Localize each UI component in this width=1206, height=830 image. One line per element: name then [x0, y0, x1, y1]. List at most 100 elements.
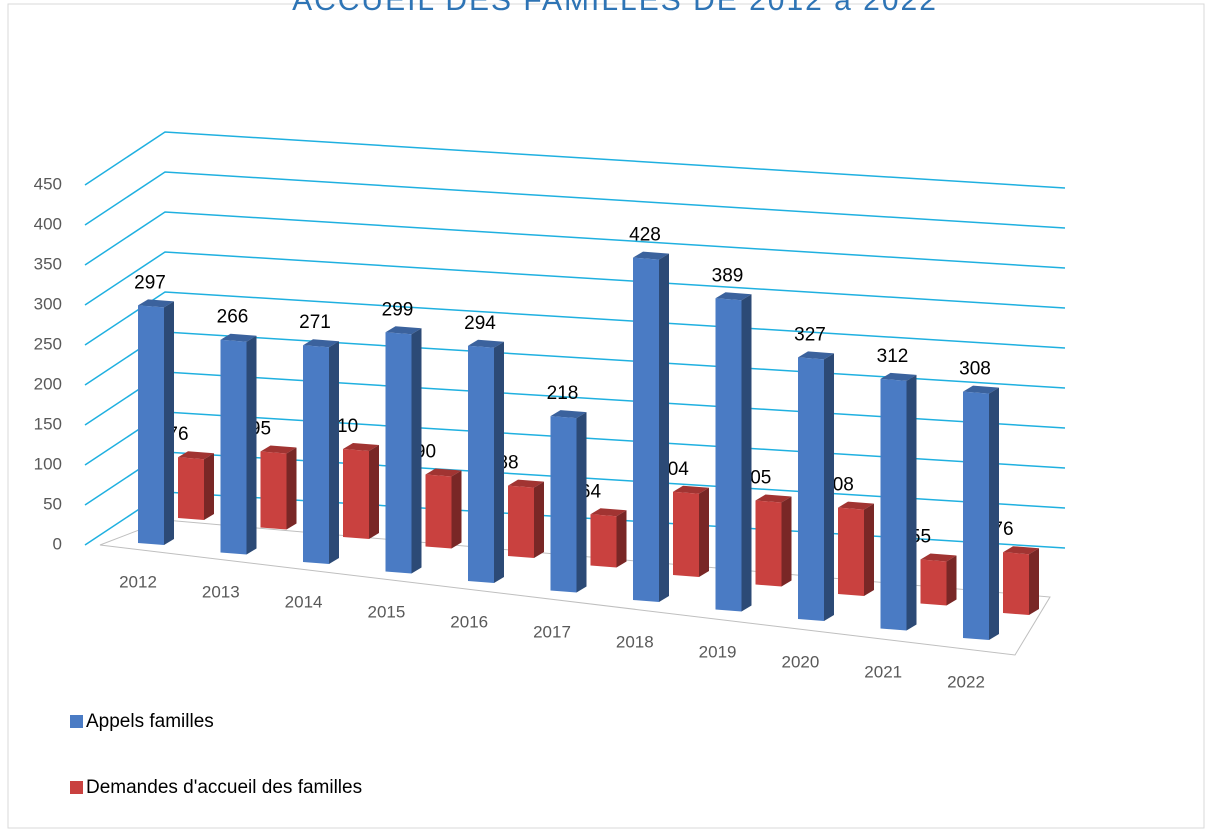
bar-front: [138, 305, 164, 545]
bar-front: [178, 457, 204, 520]
x-tick-label: 2021: [864, 662, 902, 681]
x-tick-label: 2013: [202, 582, 240, 601]
y-tick-label: 450: [34, 174, 62, 193]
data-label: 297: [134, 272, 166, 293]
bar-top: [798, 351, 834, 360]
bar: [963, 385, 999, 640]
bar: [550, 410, 587, 593]
bar: [798, 351, 834, 621]
bar-top: [343, 443, 379, 451]
bar-front: [633, 257, 659, 602]
bar-front: [260, 451, 287, 530]
y-tick-label: 100: [34, 454, 62, 473]
bar-top: [838, 501, 874, 510]
bar-front: [550, 416, 577, 593]
bar: [385, 326, 422, 574]
x-tick-label: 2019: [699, 642, 737, 661]
data-label: 294: [464, 313, 496, 334]
bar-side: [906, 374, 917, 631]
bar: [590, 508, 627, 568]
bar: [715, 292, 752, 612]
data-label: 389: [712, 265, 744, 286]
x-tick-label: 2022: [947, 672, 985, 691]
bar: [303, 339, 339, 564]
bar: [508, 479, 544, 558]
bar-side: [616, 510, 627, 568]
bar-front: [303, 345, 329, 564]
bar: [633, 251, 669, 602]
bar-side: [494, 341, 504, 583]
y-tick-label: 150: [34, 414, 62, 433]
bar-side: [659, 253, 669, 602]
bar-side: [699, 487, 709, 577]
grid-line: [84, 291, 1066, 349]
bar: [838, 501, 874, 596]
y-tick-label: 0: [53, 534, 62, 553]
bar-front: [220, 339, 247, 555]
bar-front: [468, 345, 494, 583]
y-tick-label: 50: [43, 494, 62, 513]
bar-side: [946, 555, 957, 606]
data-label: 266: [217, 307, 249, 328]
bar-side: [329, 341, 339, 564]
bar-front: [880, 378, 907, 631]
bar-top: [633, 251, 669, 260]
bar-front: [838, 507, 864, 596]
data-label: 428: [629, 225, 661, 246]
bar-side: [411, 328, 422, 574]
bar: [468, 339, 504, 583]
bar-top: [385, 326, 422, 335]
bar-side: [824, 353, 834, 621]
bar: [755, 494, 792, 587]
x-tick-label: 2016: [450, 612, 488, 631]
bar: [1003, 546, 1039, 615]
bar-front: [590, 514, 617, 568]
bar-side: [989, 387, 999, 640]
legend-swatch: [70, 781, 83, 794]
bar-front: [425, 474, 452, 549]
grid-line: [84, 211, 1066, 269]
data-label: 327: [794, 324, 826, 345]
bar-top: [590, 508, 627, 517]
legend-label: Demandes d'accueil des familles: [86, 777, 362, 798]
bar-top: [755, 494, 792, 503]
bar-side: [864, 503, 874, 596]
bar-side: [741, 294, 752, 612]
bar-top: [468, 339, 504, 348]
bar-front: [755, 500, 782, 587]
y-tick-label: 200: [34, 374, 62, 393]
bar-front: [963, 391, 989, 640]
bar-front: [385, 332, 412, 574]
bar-top: [508, 479, 544, 488]
bar-side: [534, 481, 544, 558]
bar-front: [508, 485, 534, 558]
legend: Appels familles Demandes d'accueil des fa…: [70, 711, 362, 798]
bar-side: [286, 447, 297, 530]
data-label: 218: [547, 383, 579, 404]
bar-front: [1003, 552, 1029, 615]
bar-side: [1029, 548, 1039, 615]
y-tick-label: 400: [34, 214, 62, 233]
y-tick-label: 350: [34, 254, 62, 273]
x-tick-label: 2012: [119, 572, 157, 591]
chart-title: ACCUEIL DES FAMILLES DE 2012 à 2022: [292, 0, 938, 17]
bar-side: [204, 453, 214, 520]
bar-front: [715, 298, 742, 612]
bar-top: [963, 385, 999, 394]
bar-top: [880, 372, 917, 381]
bar: [425, 468, 462, 549]
legend-label: Appels familles: [86, 711, 214, 732]
bar-top: [303, 339, 339, 348]
x-tick-label: 2018: [616, 632, 654, 651]
bar-front: [673, 491, 699, 577]
bar-top: [550, 410, 587, 419]
legend-swatch: [70, 715, 83, 728]
bar: [260, 445, 297, 530]
bar-side: [576, 412, 587, 593]
bar: [343, 443, 379, 539]
y-tick-label: 300: [34, 294, 62, 313]
bar-front: [920, 559, 947, 606]
data-label: 308: [959, 359, 991, 380]
x-tick-label: 2020: [781, 652, 819, 671]
